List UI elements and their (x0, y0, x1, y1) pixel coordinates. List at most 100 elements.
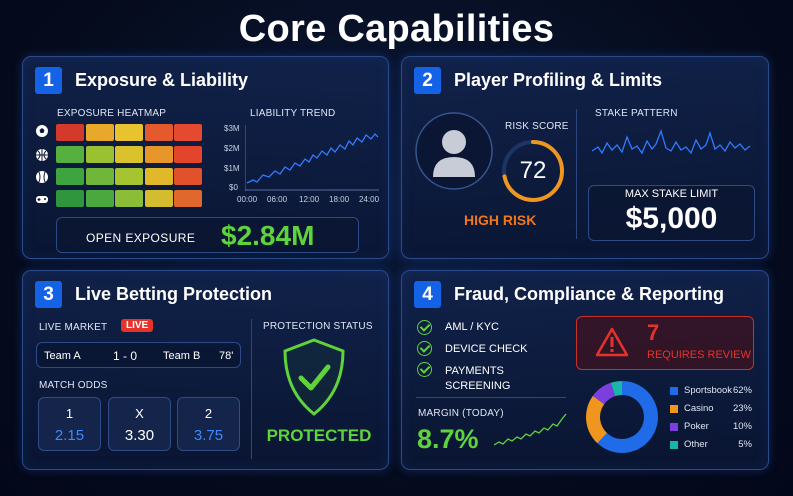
x-tick: 06:00 (267, 195, 288, 204)
page-title: Core Capabilities (238, 8, 555, 50)
odds-label: 1 (65, 406, 74, 421)
donut-slice-other (610, 381, 622, 397)
heatmap-cell (115, 124, 143, 141)
margin-value: 8.7% (417, 424, 479, 454)
legend-swatch (670, 423, 678, 431)
risk-level: HIGH RISK (464, 212, 537, 228)
liability-trend-chart (245, 125, 379, 191)
odds-home-button[interactable]: 1 2.15 (38, 397, 101, 451)
heatmap-cell (115, 146, 143, 163)
player-avatar-icon (415, 112, 493, 190)
check-icon (417, 341, 432, 356)
donut-slice-poker (592, 382, 616, 405)
check-device: DEVICE CHECK (445, 343, 528, 355)
review-label: REQUIRES REVIEW (647, 349, 751, 361)
margin-label: MARGIN (TODAY) (418, 408, 504, 419)
divider (576, 109, 577, 239)
donut-slice-sportsbook (597, 381, 658, 453)
live-badge: LIVE (121, 319, 154, 332)
baseball-icon (36, 171, 48, 183)
legend-swatch (670, 387, 678, 395)
odds-value: 3.75 (193, 427, 224, 444)
odds-label: X (135, 406, 144, 421)
panel-number: 3 (35, 281, 62, 308)
legend-value: 10% (732, 421, 752, 432)
match-score: 1 - 0 (113, 349, 138, 363)
exposure-liability-panel: 1 Exposure & Liability EXPOSURE HEATMAP … (22, 56, 389, 259)
odds-label: 2 (204, 406, 213, 421)
panel-title: Player Profiling & Limits (454, 70, 663, 90)
shield-check-icon (283, 338, 345, 416)
protection-status-label: PROTECTION STATUS (263, 321, 373, 332)
y-tick: $1M (224, 164, 240, 173)
stake-pattern-chart (592, 128, 751, 155)
check-icon (417, 362, 432, 377)
max-stake-box: MAX STAKE LIMIT $5,000 (588, 185, 755, 241)
live-betting-panel: 3 Live Betting Protection LIVE MARKET LI… (22, 270, 389, 470)
max-stake-value: $5,000 (625, 202, 718, 235)
open-exposure-label: OPEN EXPOSURE (86, 231, 196, 245)
check-aml-kyc: AML / KYC (445, 321, 499, 333)
trend-label: LIABILITY TREND (250, 108, 336, 119)
panel-title: Live Betting Protection (75, 284, 273, 304)
heatmap-cell (56, 146, 84, 163)
legend-value: 5% (738, 439, 752, 450)
heatmap-cell (174, 146, 202, 163)
heatmap-cell (56, 124, 84, 141)
heatmap-cell (144, 146, 173, 163)
heatmap-cell (85, 190, 114, 207)
heatmap-cell (174, 190, 202, 207)
live-market-label: LIVE MARKET (39, 322, 108, 333)
review-alert-box[interactable]: 7 REQUIRES REVIEW (576, 316, 754, 370)
odds-value: 3.30 (124, 427, 155, 444)
warning-icon (595, 327, 629, 357)
y-tick: $3M (224, 124, 240, 133)
risk-score-gauge (502, 140, 564, 202)
x-tick: 00:00 (237, 195, 258, 204)
heatmap-cell (56, 190, 84, 207)
divider (416, 397, 566, 398)
y-tick: $0 (229, 183, 238, 192)
heatmap-cell (144, 168, 173, 185)
heatmap-cell (144, 124, 173, 141)
team-a: Team A (44, 350, 81, 362)
heatmap-cell (85, 168, 114, 185)
fraud-compliance-panel: 4 Fraud, Compliance & Reporting AML / KY… (401, 270, 769, 470)
soccer-ball-icon (36, 125, 48, 137)
player-profiling-panel: 2 Player Profiling & Limits RISK SCORE 7… (401, 56, 769, 259)
panel-number: 4 (414, 281, 441, 308)
protection-status: PROTECTED (266, 426, 372, 445)
check-screening: SCREENING (445, 380, 511, 392)
heatmap-cell (56, 168, 84, 185)
panel-title: Fraud, Compliance & Reporting (454, 284, 725, 304)
margin-sparkline (494, 413, 567, 446)
panel-number: 1 (35, 67, 62, 94)
basketball-icon (36, 149, 48, 161)
legend-label: Poker (684, 421, 709, 432)
team-b: Team B (163, 350, 201, 362)
divider (251, 319, 252, 459)
gamepad-icon (36, 196, 48, 203)
odds-value: 2.15 (54, 427, 85, 444)
heatmap-cell (174, 168, 202, 185)
odds-away-button[interactable]: 2 3.75 (177, 397, 240, 451)
legend-value: 23% (732, 403, 752, 414)
match-odds-label: MATCH ODDS (39, 380, 108, 391)
live-match-row[interactable]: Team A 1 - 0 Team B 78' (36, 342, 241, 368)
heatmap-cell (115, 168, 143, 185)
donut-slice-casino (586, 395, 607, 444)
panel-number: 2 (414, 67, 441, 94)
x-tick: 18:00 (329, 195, 350, 204)
legend-label: Casino (684, 403, 714, 414)
open-exposure-value: $2.84M (221, 220, 315, 251)
open-exposure-box: OPEN EXPOSURE $2.84M (56, 217, 359, 253)
risk-score-label: RISK SCORE (505, 121, 569, 132)
stake-pattern-label: STAKE PATTERN (595, 108, 678, 119)
panel-title: Exposure & Liability (75, 70, 249, 90)
match-minute: 78' (219, 350, 234, 362)
y-tick: $2M (224, 144, 240, 153)
legend-swatch (670, 405, 678, 413)
review-count: 7 (647, 320, 660, 345)
legend-swatch (670, 441, 678, 449)
odds-draw-button[interactable]: X 3.30 (108, 397, 171, 451)
